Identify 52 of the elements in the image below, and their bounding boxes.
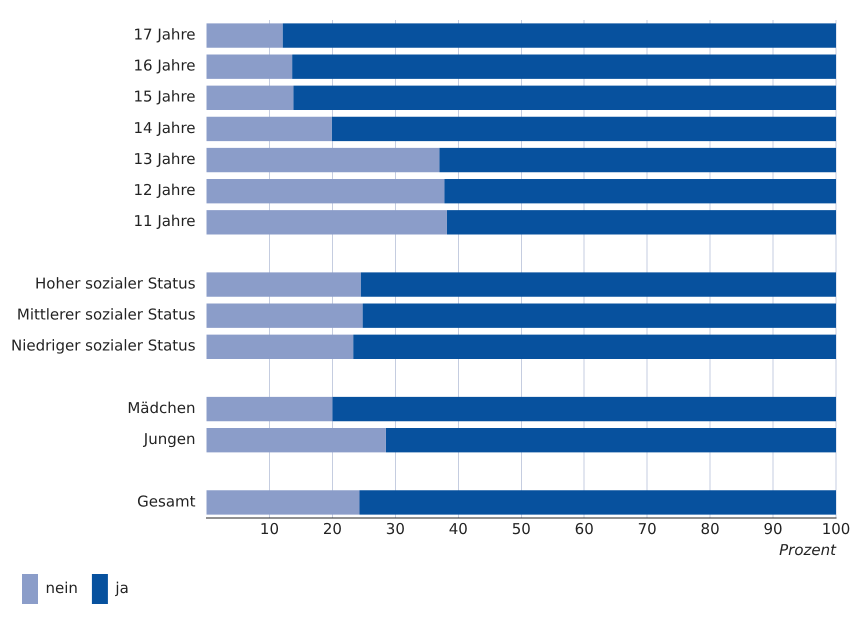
bar (206, 428, 386, 452)
bar (444, 179, 836, 204)
y-tick-label: Gesamt (137, 492, 196, 510)
y-tick-label: Niedriger sozialer Status (10, 336, 196, 355)
x-tick-label: 60 (574, 520, 594, 538)
y-tick-label: 12 Jahre (133, 181, 196, 200)
x-tick-label: 100 (822, 520, 850, 538)
y-tick-label: 11 Jahre (133, 212, 196, 230)
bar (292, 54, 836, 79)
legend-label: ja (114, 578, 129, 597)
bar (446, 210, 836, 234)
bar (206, 86, 294, 110)
bar (332, 396, 836, 422)
bar (206, 54, 292, 79)
legend-label: nein (46, 578, 78, 597)
bar (206, 490, 360, 515)
bar (332, 116, 836, 142)
bar (362, 304, 836, 328)
y-tick-label: 13 Jahre (133, 150, 196, 168)
bar (282, 23, 836, 48)
bar (206, 23, 283, 48)
x-tick-label: 20 (322, 520, 342, 538)
bar (206, 148, 440, 172)
y-tick-label: 14 Jahre (133, 118, 196, 137)
bar (206, 272, 361, 297)
x-tick-label: 90 (764, 520, 783, 538)
bar (206, 396, 332, 422)
y-tick-label: Mädchen (127, 398, 196, 417)
bar (206, 304, 363, 328)
bar (353, 334, 836, 359)
bar (206, 179, 444, 204)
bar (386, 428, 836, 452)
bar (359, 490, 836, 515)
x-tick-label: 80 (700, 520, 720, 538)
y-tick-label: Jungen (142, 430, 196, 448)
y-tick-label: 15 Jahre (133, 88, 196, 106)
x-axis-title: Prozent (779, 540, 838, 559)
y-tick-label: Mittlerer sozialer Status (16, 306, 196, 324)
x-tick-label: 10 (260, 520, 280, 538)
x-tick-label: 40 (448, 520, 468, 538)
bar (206, 210, 447, 234)
bar (439, 148, 836, 172)
y-tick-label: Hoher sozialer Status (35, 274, 196, 292)
bar (360, 272, 836, 297)
bar (293, 86, 836, 110)
bar (206, 116, 332, 142)
x-tick-label: 70 (638, 520, 657, 538)
y-tick-label: 17 Jahre (133, 25, 196, 44)
y-tick-label: 16 Jahre (133, 56, 196, 75)
bar (206, 334, 354, 359)
x-tick-label: 50 (512, 520, 531, 538)
x-tick-label: 30 (386, 520, 405, 538)
